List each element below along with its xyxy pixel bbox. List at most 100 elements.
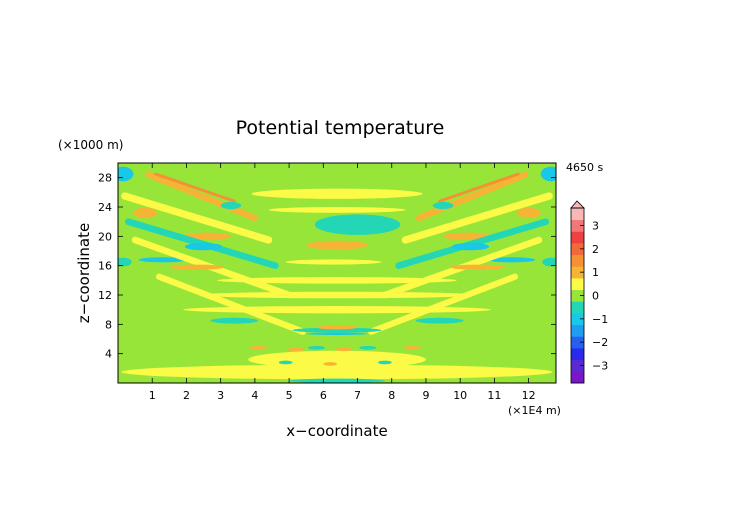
x-tick-label: 10 [453, 389, 467, 402]
colorbar-swatch [571, 371, 584, 384]
y-tick-label: 4 [105, 348, 112, 361]
contour-band [401, 192, 553, 244]
colorbar-swatch [571, 219, 584, 232]
colorbar-swatch [571, 208, 584, 221]
contour-region [306, 332, 368, 335]
contour-region [249, 345, 267, 350]
contour-region [516, 207, 541, 218]
contour-region [432, 201, 454, 210]
plot-frame [117, 162, 557, 384]
contour-region [540, 166, 556, 182]
y-axis-ticks: 4 8 12 16 20 24 28 [98, 172, 556, 361]
contour-region [183, 306, 491, 314]
contour-region [378, 360, 392, 365]
x-unit-label: (×1E4 m) [508, 404, 561, 417]
colorbar-top-arrow [570, 200, 585, 209]
contour-region [200, 291, 474, 299]
contour-region [415, 317, 464, 324]
contour-region [449, 264, 505, 270]
colorbar-tick-label: 1 [592, 266, 599, 279]
contour-region [403, 345, 421, 350]
contour-region [306, 240, 368, 250]
contour-region [307, 345, 326, 350]
colorbar-tick-label: 0 [592, 290, 599, 303]
contour-band [416, 171, 529, 222]
colorbar-swatch [571, 313, 584, 326]
x-tick-label: 6 [320, 389, 327, 402]
x-axis-ticks: 1 2 3 4 5 6 7 8 9 10 11 12 [149, 163, 536, 402]
x-tick-label: 4 [251, 389, 258, 402]
contour-region [133, 207, 158, 218]
colorbar-tick-label: 3 [592, 220, 599, 233]
contour-region [217, 277, 457, 284]
contour-region [251, 188, 423, 199]
contour-region [335, 347, 353, 352]
colorbar-swatch [571, 359, 584, 372]
contour-region [118, 166, 134, 182]
contour-region [210, 317, 259, 324]
y-tick-label: 8 [105, 318, 112, 331]
x-tick-label: 3 [217, 389, 224, 402]
colorbar: 3 2 1 0 −1 −2 −3 [570, 200, 608, 384]
contour-region [268, 207, 406, 213]
contour-region [169, 264, 225, 270]
colorbar-swatch [571, 278, 584, 291]
colorbar-tick-label: 2 [592, 243, 599, 256]
colorbar-tick-label: −1 [592, 313, 608, 326]
colorbar-swatch [571, 301, 584, 314]
contour-region [314, 214, 401, 235]
contour-region [220, 201, 242, 210]
colorbar-tick-label: −3 [592, 360, 608, 373]
contour-region [183, 232, 231, 240]
contour-region [289, 378, 385, 383]
colorbar-swatch [571, 336, 584, 349]
contour-band [368, 273, 519, 335]
x-tick-label: 9 [422, 389, 429, 402]
plot-background [118, 163, 556, 383]
colorbar-swatch [571, 348, 584, 361]
colorbar-swatch [571, 231, 584, 244]
x-tick-label: 12 [522, 389, 536, 402]
colorbar-swatch [571, 289, 584, 302]
colorbar-swatch [571, 254, 584, 267]
contour-region [121, 364, 553, 380]
x-tick-label: 2 [183, 389, 190, 402]
contour-band [155, 273, 306, 335]
y-tick-label: 20 [98, 230, 112, 243]
contour-band [121, 192, 273, 244]
colorbar-tick-label: −2 [592, 336, 608, 349]
y-tick-label: 12 [98, 289, 112, 302]
x-tick-label: 8 [388, 389, 395, 402]
contour-band [154, 172, 236, 203]
contour-field [118, 163, 556, 383]
colorbar-swatch [571, 243, 584, 256]
contour-region [184, 242, 223, 251]
contour-region [323, 362, 337, 366]
contour-region [487, 257, 536, 263]
contour-region [287, 347, 305, 352]
chart-title: Potential temperature [236, 117, 445, 139]
contour-band [438, 172, 520, 203]
x-tick-label: 5 [286, 389, 293, 402]
contour-region [316, 325, 358, 330]
x-tick-label: 1 [149, 389, 156, 402]
contour-region [542, 257, 556, 267]
contour-region [292, 327, 382, 333]
colorbar-swatch [571, 324, 584, 337]
contour-region [118, 257, 132, 267]
contour-band [145, 171, 258, 222]
y-tick-label: 28 [98, 172, 112, 185]
colorbar-swatch [571, 266, 584, 279]
y-tick-label: 24 [98, 201, 112, 214]
contour-region [451, 242, 490, 251]
contour-region [285, 259, 382, 265]
y-unit-label: (×1000 m) [58, 138, 123, 152]
x-axis-label: x−coordinate [286, 422, 387, 440]
contour-region [138, 257, 187, 263]
contour-region [443, 232, 491, 240]
time-label: 4650 s [566, 161, 603, 174]
y-tick-label: 16 [98, 260, 112, 273]
contour-region [278, 360, 293, 365]
y-axis-label: z−coordinate [75, 223, 93, 323]
